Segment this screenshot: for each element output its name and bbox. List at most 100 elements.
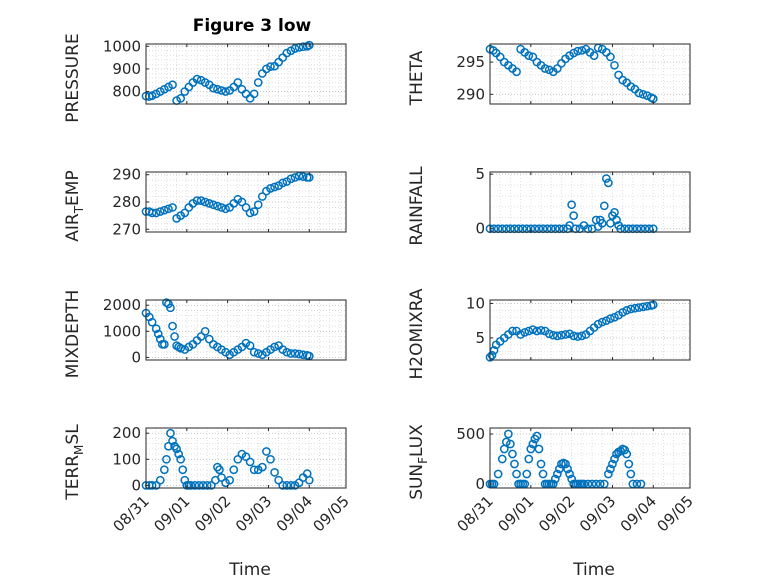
data-point	[168, 436, 177, 446]
data-point	[561, 330, 570, 339]
data-point	[221, 87, 230, 96]
panel-h2omixra: 5 10 H2OMIXRA	[407, 288, 691, 380]
data-point	[151, 208, 161, 218]
data-point	[217, 86, 226, 95]
y-tick-label: 280	[112, 193, 141, 211]
plot-area	[146, 44, 346, 104]
chart-title: Figure 3 low	[193, 16, 312, 36]
data-point	[225, 475, 235, 485]
y-tick-label: 200	[112, 424, 141, 442]
data-point	[552, 64, 562, 73]
data-point	[610, 454, 619, 464]
data-point	[626, 469, 636, 479]
data-point	[174, 449, 184, 459]
data-point	[262, 447, 271, 456]
axes-box	[489, 299, 691, 361]
data-point	[245, 457, 255, 467]
data-point	[215, 465, 224, 475]
data-point	[190, 481, 200, 490]
data-point	[155, 475, 165, 485]
data-point	[561, 459, 570, 469]
data-point	[601, 316, 611, 326]
data-point	[196, 332, 206, 341]
axes-box	[489, 43, 691, 105]
data-point	[229, 465, 239, 475]
data-point	[528, 439, 538, 449]
y-tick-label: 270	[112, 220, 141, 238]
data-point	[510, 459, 519, 469]
axes-box	[489, 427, 691, 489]
data-point	[624, 459, 634, 469]
y-tick-label: 500	[456, 425, 485, 443]
data-point	[552, 469, 562, 479]
y-tick-label: 800	[112, 83, 141, 101]
data-point	[164, 441, 173, 451]
data-point	[286, 481, 296, 490]
x-tick-label: 09/04	[617, 492, 660, 535]
y-tick-label: 0	[131, 476, 141, 494]
plot-area	[146, 428, 346, 488]
panel-pressure: 800 900 1000 PRESSURE	[63, 33, 347, 123]
data-point	[504, 429, 513, 439]
data-point	[544, 65, 554, 75]
data-point	[200, 326, 210, 336]
panel-theta: 290 295 THETA	[407, 43, 691, 106]
data-point	[294, 478, 304, 488]
data-point	[548, 330, 558, 340]
y-tick-label: 5	[475, 165, 485, 183]
data-point	[524, 326, 534, 336]
data-point	[196, 196, 206, 205]
data-point	[555, 464, 564, 474]
data-point	[192, 74, 202, 84]
data-point	[532, 431, 542, 441]
data-point	[622, 449, 632, 459]
axes-box	[145, 427, 347, 489]
data-point	[253, 200, 263, 210]
data-point	[266, 184, 275, 193]
data-point	[638, 302, 648, 312]
plot-area	[490, 172, 690, 232]
data-point	[204, 334, 214, 344]
data-point	[497, 454, 507, 464]
data-point	[593, 319, 603, 329]
ylabel-6: TERRMSL	[63, 424, 86, 501]
data-point	[162, 454, 171, 464]
data-point	[286, 174, 296, 184]
data-point	[304, 40, 314, 50]
ylabel-5: H2OMIXRA	[407, 288, 427, 379]
data-point	[532, 326, 542, 336]
plot-area	[490, 428, 690, 488]
data-point	[249, 207, 259, 216]
data-point	[290, 173, 300, 182]
data-point	[626, 304, 636, 314]
y-tick-label: 900	[112, 60, 141, 78]
data-point	[160, 465, 169, 475]
x-tick-label: 09/01	[150, 492, 193, 535]
data-point	[147, 91, 157, 100]
data-point	[604, 469, 613, 479]
data-point	[520, 328, 530, 337]
data-point	[557, 330, 566, 340]
data-point	[249, 347, 259, 357]
data-point	[298, 172, 308, 181]
data-point	[266, 454, 275, 464]
data-point	[166, 428, 175, 438]
ylabel-3: RAINFALL	[407, 166, 427, 246]
panel-mixdepth: 0 1000 2000 MIXDEPTH	[63, 290, 347, 378]
ylabel-2: AIRTEMP	[63, 170, 86, 241]
data-point	[170, 332, 179, 341]
data-point	[282, 481, 292, 490]
plot-area	[146, 300, 346, 360]
y-tick-label: 100	[112, 450, 141, 468]
y-tick-label: 0	[475, 220, 485, 238]
data-point	[155, 334, 165, 344]
data-point	[166, 303, 175, 313]
data-point	[192, 196, 202, 205]
data-point	[208, 83, 218, 93]
data-point	[610, 60, 619, 70]
data-point	[512, 469, 521, 479]
data-point	[612, 215, 621, 225]
y-tick-label: 1000	[103, 37, 141, 55]
